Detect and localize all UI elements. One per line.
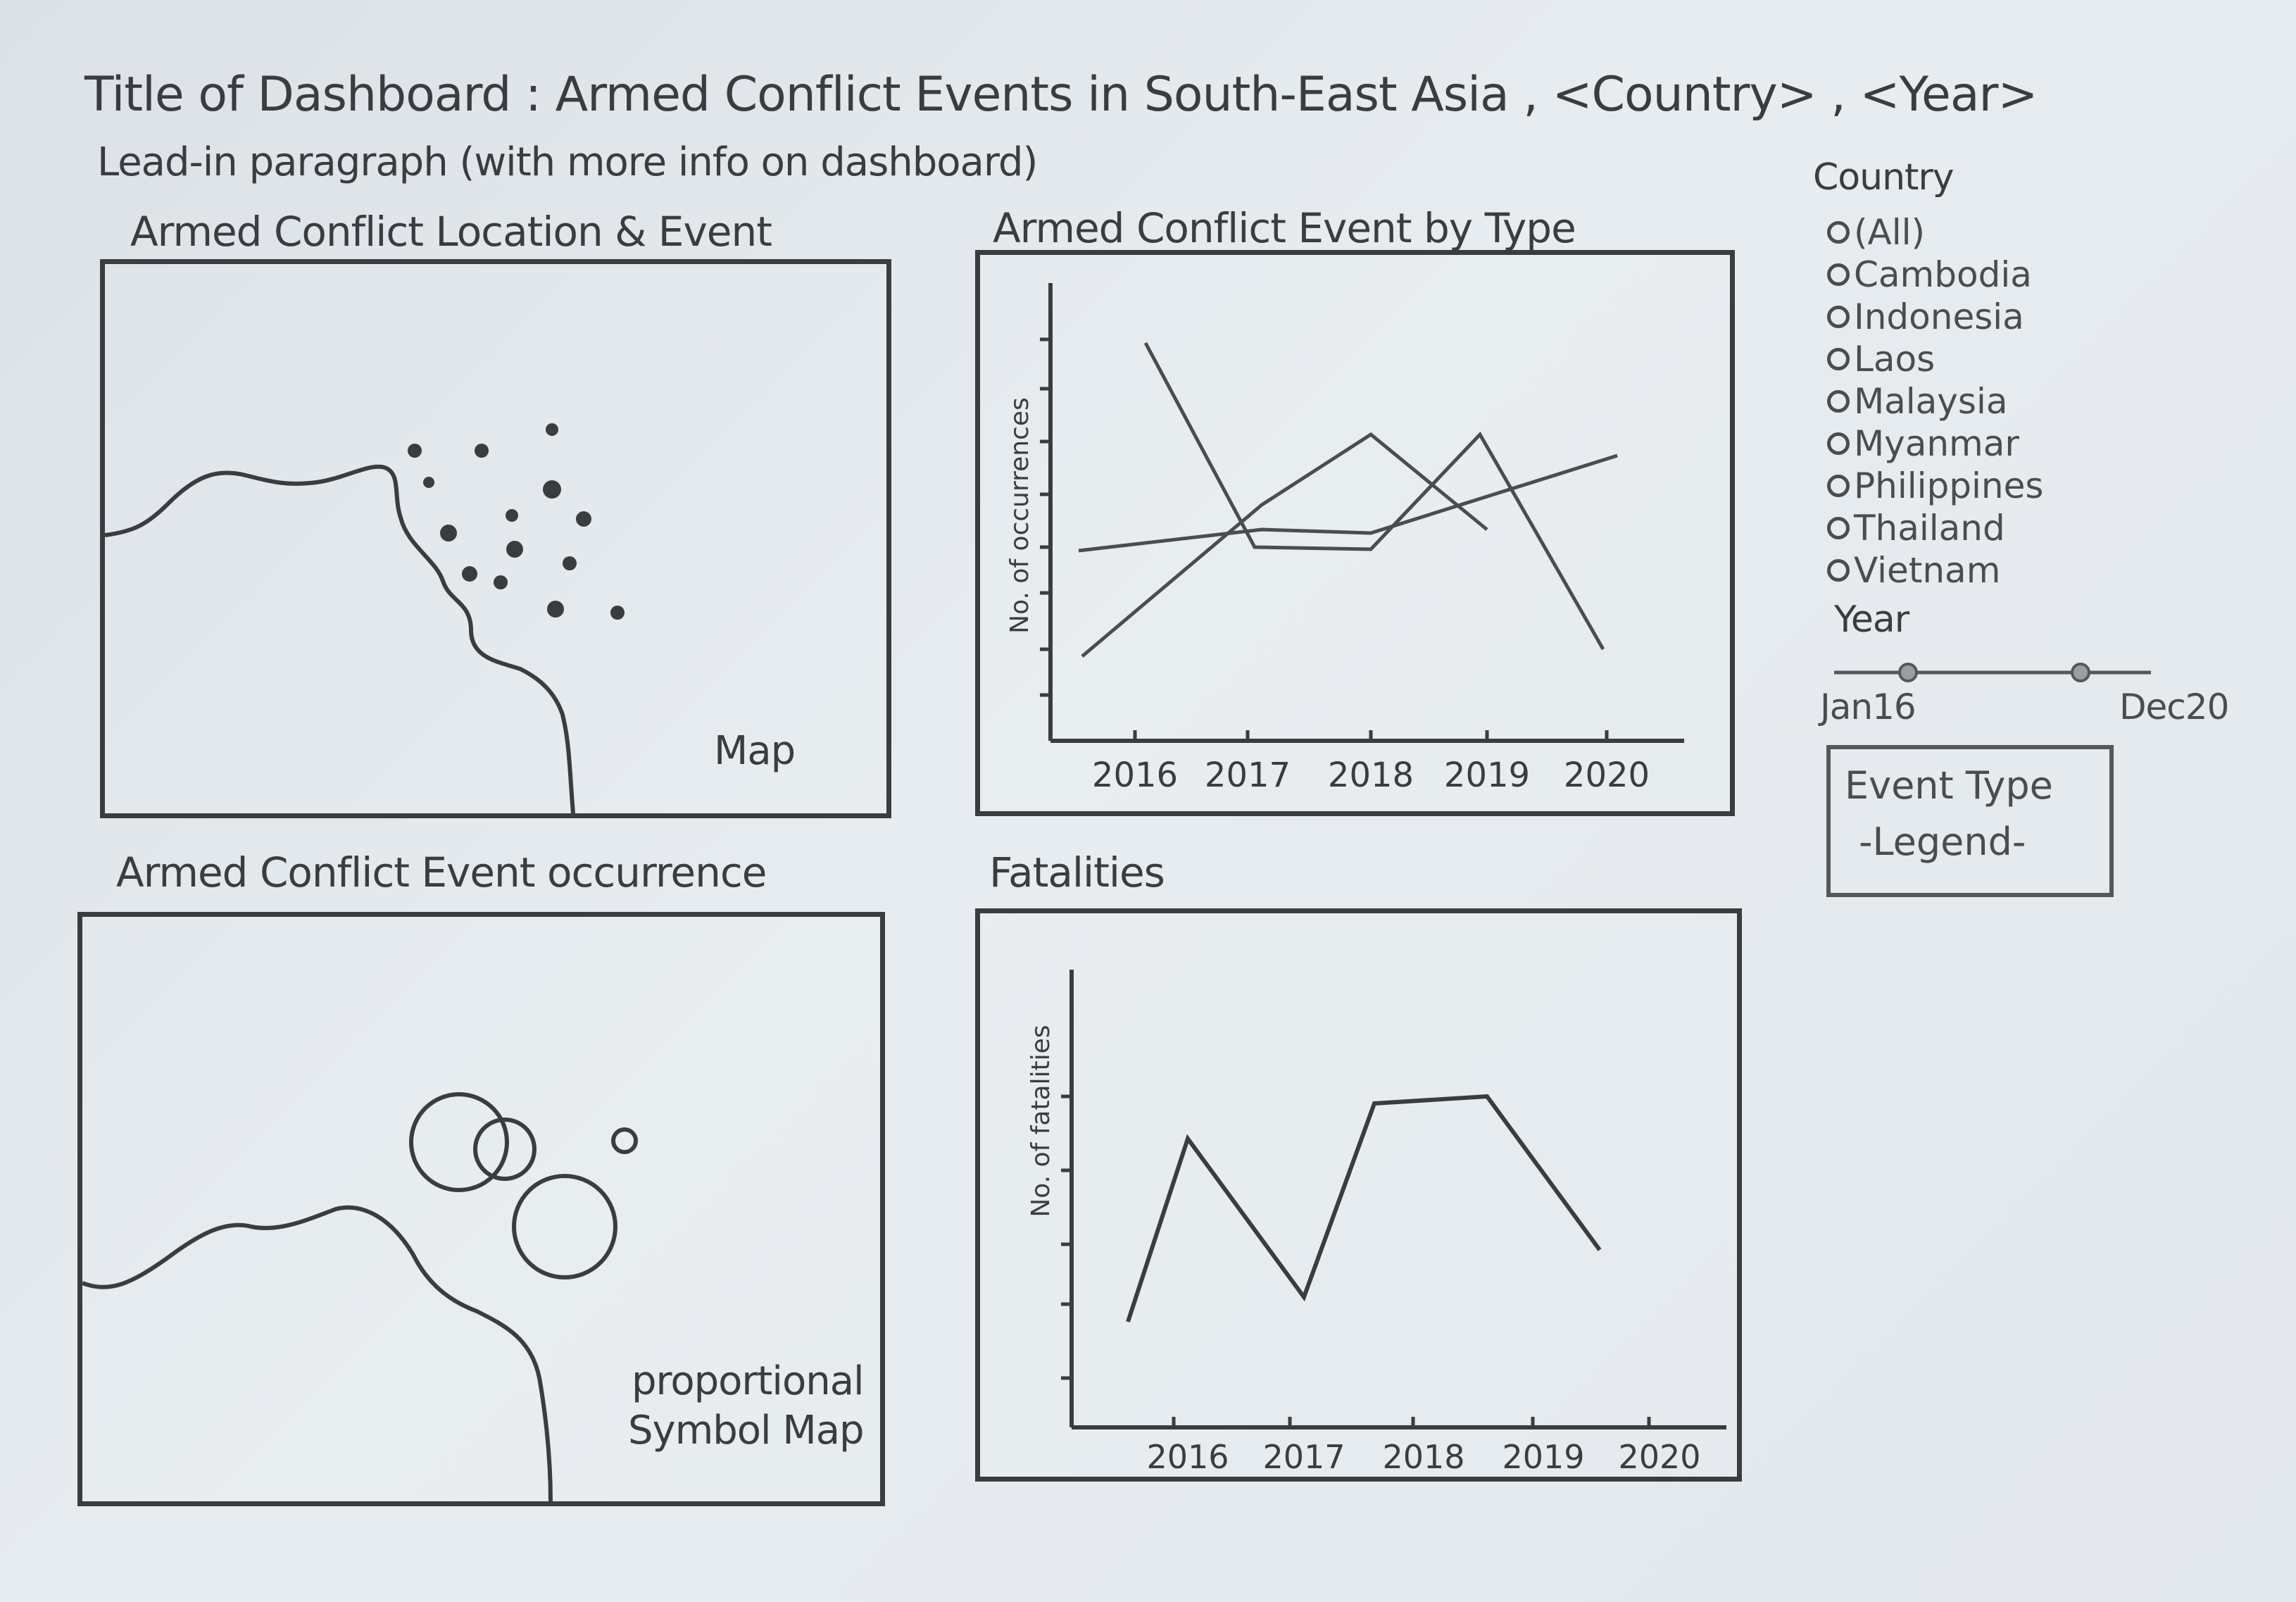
- x-tick-label: 2019: [1502, 1438, 1584, 1476]
- country-option-label: Myanmar: [1854, 423, 2019, 464]
- y-axis-label: No. of occurrences: [1005, 397, 1034, 634]
- y-ticks: [1040, 337, 1050, 697]
- event-occurrence-map-panel[interactable]: proportional Symbol Map: [77, 912, 885, 1506]
- country-option-indonesia[interactable]: Indonesia: [1827, 296, 2043, 338]
- event-type-series: [1078, 342, 1618, 658]
- event-dots: [408, 423, 625, 620]
- x-tick-label: 2017: [1205, 756, 1291, 795]
- slider-start-handle: [1898, 663, 1918, 682]
- country-option-myanmar[interactable]: Myanmar: [1827, 423, 2043, 465]
- proportional-symbols: [409, 1092, 638, 1279]
- year-range-slider[interactable]: [1834, 662, 2158, 683]
- location-map-drawing: [105, 423, 625, 813]
- legend-subtitle: -Legend-: [1859, 820, 2026, 864]
- x-tick-labels: 2016 2017 2018 2019 2020: [1146, 1438, 1700, 1476]
- country-option-label: Indonesia: [1854, 296, 2024, 337]
- radio-icon[interactable]: [1827, 517, 1850, 539]
- slider-end-handle: [2071, 663, 2090, 682]
- symbol-map-caption-line-1: proportional: [632, 1358, 865, 1404]
- x-tick-label: 2018: [1382, 1438, 1464, 1476]
- country-option-label: Vietnam: [1854, 550, 2001, 591]
- location-event-panel-title: Armed Conflict Location & Event: [130, 208, 772, 256]
- country-option-label: Malaysia: [1854, 381, 2008, 422]
- legend-title: Event Type: [1845, 763, 2053, 808]
- year-start-label: Jan16: [1820, 687, 1917, 727]
- country-option-label: (All): [1854, 212, 1926, 253]
- year-end-label: Dec20: [2119, 687, 2229, 727]
- dashboard-title: Title of Dashboard : Armed Conflict Even…: [84, 67, 2038, 123]
- event-occurrence-panel-title: Armed Conflict Event occurrence: [116, 849, 767, 896]
- fatalities-chart-panel[interactable]: No. of fatalities 2016 2017 2018 2019 20…: [975, 908, 1742, 1482]
- country-option-thailand[interactable]: Thailand: [1827, 507, 2043, 549]
- x-ticks: [1133, 730, 1609, 741]
- radio-icon[interactable]: [1827, 263, 1850, 286]
- country-option-philippines[interactable]: Philippines: [1827, 465, 2043, 507]
- country-option-label: Thailand: [1854, 508, 2005, 549]
- country-option-cambodia[interactable]: Cambodia: [1827, 254, 2043, 296]
- radio-icon[interactable]: [1827, 306, 1850, 328]
- lead-in-paragraph: Lead-in paragraph (with more info on das…: [97, 139, 1038, 185]
- year-filter-heading: Year: [1834, 599, 1909, 641]
- event-type-legend-box: Event Type -Legend-: [1826, 745, 2114, 897]
- fatalities-line: [1126, 1094, 1602, 1322]
- x-tick-label: 2020: [1618, 1438, 1700, 1476]
- country-radio-list: (All) Cambodia Indonesia Laos Malaysia M…: [1827, 211, 2043, 592]
- country-option-label: Laos: [1854, 339, 1936, 380]
- country-option-label: Philippines: [1854, 465, 2044, 506]
- location-event-map-panel[interactable]: Map: [100, 259, 891, 818]
- radio-icon[interactable]: [1827, 432, 1850, 455]
- radio-icon[interactable]: [1827, 390, 1850, 413]
- country-option-laos[interactable]: Laos: [1827, 338, 2043, 380]
- y-ticks: [1061, 1094, 1072, 1380]
- series-line-3: [1081, 432, 1488, 658]
- x-tick-label: 2020: [1564, 756, 1650, 795]
- series-line-1: [1143, 342, 1605, 651]
- x-ticks: [1172, 1417, 1651, 1427]
- coastline-line: [82, 1205, 553, 1501]
- coastline-line: [105, 464, 575, 813]
- country-option-malaysia[interactable]: Malaysia: [1827, 380, 2043, 423]
- fatalities-panel-title: Fatalities: [989, 849, 1165, 896]
- event-by-type-panel-title: Armed Conflict Event by Type: [993, 204, 1576, 252]
- x-tick-label: 2017: [1262, 1438, 1345, 1476]
- radio-icon[interactable]: [1827, 475, 1850, 497]
- country-option-vietnam[interactable]: Vietnam: [1827, 549, 2043, 592]
- country-filter-heading: Country: [1813, 156, 1955, 199]
- map-caption: Map: [714, 728, 796, 774]
- x-tick-label: 2018: [1328, 756, 1414, 795]
- fatalities-chart: No. of fatalities 2016 2017 2018 2019 20…: [1027, 970, 1726, 1476]
- radio-icon[interactable]: [1827, 348, 1850, 370]
- country-option-label: Cambodia: [1854, 254, 2032, 295]
- event-by-type-chart: No. of occurrences 2016 2017 2018 2019 2…: [1005, 283, 1684, 795]
- year-slider-drawing: [1834, 663, 2151, 682]
- series-line-2: [1078, 453, 1618, 553]
- radio-icon[interactable]: [1827, 559, 1850, 582]
- y-axis-label: No. of fatalities: [1027, 1025, 1055, 1217]
- x-tick-label: 2016: [1146, 1438, 1229, 1476]
- radio-icon[interactable]: [1827, 221, 1850, 244]
- x-tick-labels: 2016 2017 2018 2019 2020: [1092, 756, 1650, 795]
- proportional-symbol-map-drawing: [82, 1092, 638, 1501]
- event-by-type-chart-panel[interactable]: No. of occurrences 2016 2017 2018 2019 2…: [975, 250, 1735, 816]
- symbol-map-caption-line-2: Symbol Map: [628, 1408, 865, 1453]
- x-tick-label: 2019: [1444, 756, 1530, 795]
- country-option-all[interactable]: (All): [1827, 211, 2043, 254]
- x-tick-label: 2016: [1092, 756, 1178, 795]
